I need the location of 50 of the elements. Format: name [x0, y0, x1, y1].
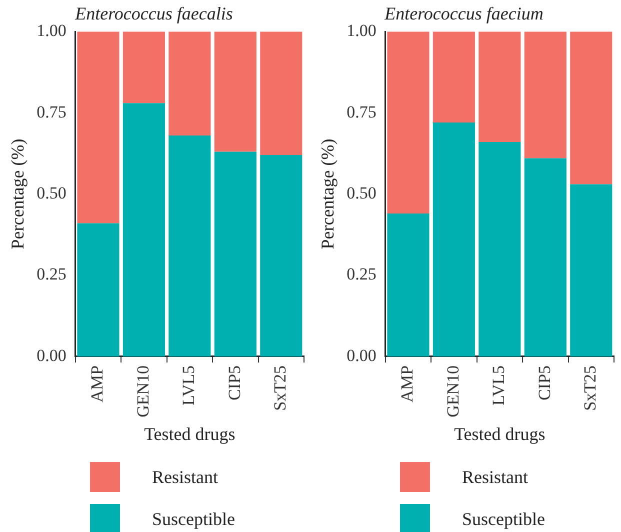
y-axis-title: Percentage (%) — [8, 138, 28, 250]
bar — [168, 136, 211, 356]
y-tick-label: 0.75 — [346, 102, 376, 122]
bar — [570, 32, 612, 184]
bar — [122, 103, 165, 356]
bar — [168, 32, 211, 136]
chart-title: Enterococcus faecalis — [74, 4, 233, 24]
bar — [432, 32, 475, 123]
bar — [478, 142, 521, 356]
x-tick-label: GEN10 — [133, 365, 152, 418]
bar — [432, 122, 475, 356]
x-tick-label: SxT25 — [270, 365, 290, 411]
y-tick-label: 0.00 — [346, 346, 376, 365]
bar — [387, 214, 430, 356]
bar — [260, 32, 302, 156]
y-tick-label: 0.25 — [346, 264, 376, 284]
x-axis-title: Tested drugs — [144, 424, 236, 444]
bar — [524, 32, 566, 158]
bar — [387, 32, 430, 214]
x-tick-label: AMP — [88, 365, 107, 402]
x-tick-label: CIP5 — [534, 365, 554, 400]
legend-label: Resistant — [462, 466, 528, 488]
bar — [214, 32, 256, 152]
x-tick-label: LVL5 — [489, 365, 508, 406]
x-tick-label: SxT25 — [580, 365, 600, 411]
y-tick-label: 1.00 — [36, 21, 66, 40]
legend-label: Resistant — [152, 466, 218, 488]
y-axis-title: Percentage (%) — [318, 138, 338, 250]
bar — [570, 184, 612, 356]
bar — [77, 223, 120, 356]
chart-title: Enterococcus faecium — [384, 4, 544, 24]
legend-label: Susceptible — [462, 508, 545, 530]
x-tick-label: LVL5 — [179, 365, 198, 406]
y-tick-label: 1.00 — [346, 21, 376, 40]
y-tick-label: 0.00 — [36, 346, 66, 365]
bar — [524, 158, 566, 356]
y-tick-label: 0.50 — [36, 184, 66, 202]
bar — [260, 155, 302, 356]
bar — [478, 32, 521, 142]
x-tick-label: GEN10 — [443, 365, 462, 418]
y-tick-label: 0.50 — [346, 184, 376, 202]
y-tick-label: 0.75 — [36, 102, 66, 122]
legend-label: Susceptible — [152, 508, 235, 530]
y-tick-label: 0.25 — [36, 264, 66, 284]
bar — [122, 32, 165, 104]
x-axis-title: Tested drugs — [454, 424, 546, 444]
bar — [77, 32, 120, 224]
x-tick-label: AMP — [398, 365, 417, 402]
bar — [214, 152, 256, 356]
x-tick-label: CIP5 — [224, 365, 244, 400]
